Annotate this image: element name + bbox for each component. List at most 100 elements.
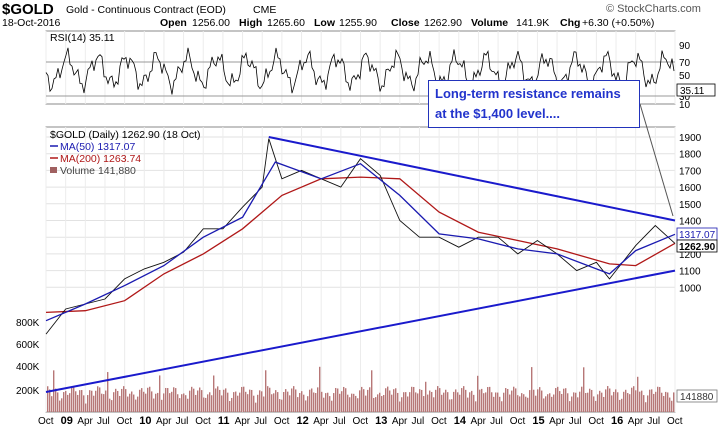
volume-bar [521, 393, 523, 412]
volume-bar [71, 387, 73, 412]
volume-bar [609, 388, 611, 412]
x-tick-label: Apr [470, 416, 486, 427]
volume-bar [451, 399, 453, 412]
volume-bar [625, 389, 627, 412]
volume-bar [179, 398, 181, 412]
volume-bar [587, 392, 589, 412]
rsi-tick-label: 90 [679, 41, 691, 52]
volume-bar [663, 396, 665, 412]
volume-bar [49, 389, 51, 412]
volume-bar [483, 393, 485, 412]
volume-bar [91, 390, 93, 412]
volume-bar [509, 394, 511, 412]
chart-date: 18-Oct-2016 [2, 17, 61, 29]
volume-bar [99, 387, 101, 412]
volume-bar [193, 388, 195, 412]
volume-bar [75, 391, 77, 412]
chg-value: +6.30 (+0.50%) [582, 17, 655, 29]
volume-bar [649, 389, 651, 412]
volume-bar [507, 388, 509, 412]
x-tick-label: Oct [510, 416, 526, 427]
volume-bar [199, 387, 201, 412]
volume-bar [411, 386, 413, 412]
volume-bar [63, 392, 65, 412]
resistance-annotation: Long-term resistance remains at the $1,4… [428, 80, 640, 128]
volume-bar [401, 397, 403, 412]
volume-bar [433, 397, 435, 412]
x-tick-label: 14 [454, 415, 467, 427]
resistance-trendline [268, 136, 676, 222]
volume-bar [137, 396, 139, 412]
volume-bar [423, 396, 425, 412]
volume-bar [437, 386, 439, 412]
volume-bar [225, 388, 227, 412]
price-line [45, 138, 676, 335]
volume-bar [95, 390, 97, 412]
volume-bar [471, 390, 473, 412]
volume-bar [407, 396, 409, 412]
volume-bar [383, 394, 385, 412]
x-tick-label: Jul [176, 416, 189, 427]
volume-bar [79, 390, 81, 412]
volume-bar [271, 394, 273, 412]
volume-bar [647, 395, 649, 412]
chart-header: $GOLD Gold - Continuous Contract (EOD) C… [0, 0, 720, 28]
volume-bar [127, 396, 129, 412]
volume-bar [65, 391, 67, 412]
volume-bar [627, 393, 629, 412]
volume-bar [389, 390, 391, 412]
volume-bar [205, 397, 207, 412]
volume-bar [299, 392, 301, 412]
volume-bar [107, 372, 109, 412]
volume-bar [445, 389, 447, 412]
volume-bar [639, 391, 641, 412]
volume-bar [379, 392, 381, 412]
volume-bar [323, 397, 325, 412]
volume-bar [87, 395, 89, 412]
volume-bar [227, 392, 229, 412]
x-tick-label: Jul [411, 416, 424, 427]
volume-bar [151, 391, 153, 412]
volume-bar [337, 388, 339, 412]
volume-bar [283, 392, 285, 412]
volume-bar [385, 388, 387, 412]
volume-bar [435, 389, 437, 412]
volume-bar [229, 401, 231, 412]
volume-bar [375, 397, 377, 412]
volume-bar [347, 394, 349, 412]
volume-bar [477, 375, 479, 412]
volume-bar [551, 396, 553, 412]
volume-bar [489, 386, 491, 412]
volume-bar [513, 386, 515, 412]
brand-watermark: © StockCharts.com [606, 3, 701, 15]
support-trendline [45, 269, 676, 393]
volume-bar [479, 389, 481, 412]
volume-bar [395, 388, 397, 412]
volume-bar [431, 391, 433, 412]
volume-bar [405, 392, 407, 412]
volume-bar [443, 392, 445, 412]
rsi-tick-label: 50 [679, 71, 691, 82]
volume-bar [605, 389, 607, 412]
volume-bar [599, 390, 601, 412]
volume-bar [317, 387, 319, 412]
volume-bar [523, 394, 525, 412]
volume-bar [415, 392, 417, 412]
price-tick-label: 1500 [679, 200, 702, 211]
volume-bar [413, 386, 415, 412]
volume-bar [671, 400, 673, 412]
volume-bar [59, 400, 61, 412]
volume-bar [417, 393, 419, 412]
x-tick-label: Oct [353, 416, 369, 427]
volume-bar [399, 401, 401, 412]
volume-bar [563, 388, 565, 412]
price-tick-label: 1000 [679, 283, 702, 294]
volume-bar [187, 398, 189, 412]
volume-bar [619, 399, 621, 412]
x-tick-label: 16 [611, 415, 623, 427]
volume-bar [533, 389, 535, 412]
volume-bar [397, 392, 399, 412]
volume-bar [155, 393, 157, 412]
volume-bar [631, 387, 633, 412]
volume-bar [255, 402, 257, 412]
